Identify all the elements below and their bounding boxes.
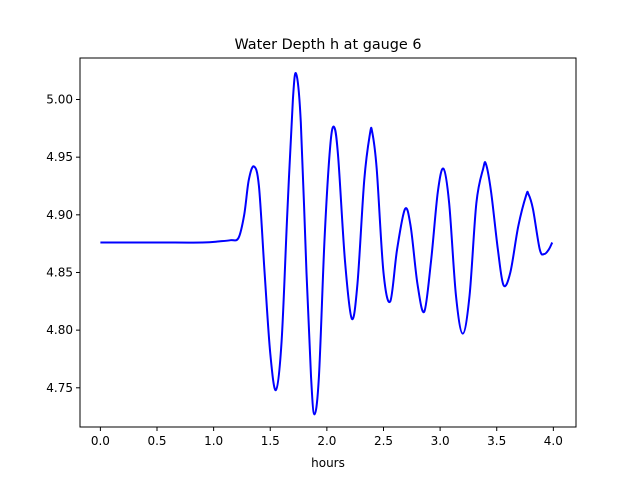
chart-title: Water Depth h at gauge 6: [234, 37, 421, 53]
x-tick-label: 1.0: [204, 434, 223, 448]
x-axis-label: hours: [311, 456, 345, 470]
ticks-layer: 0.0 0.5 1.0 1.5 2.0 2.5 3.0 3.5 4.0 4.75 4.80 4.85 4…: [46, 93, 563, 448]
series-line: [100, 72, 554, 416]
x-tick-label: 3.0: [431, 434, 450, 448]
x-tick-label: 2.0: [317, 434, 336, 448]
x-tick-label: 0.5: [147, 434, 166, 448]
y-tick-label: 4.85: [46, 265, 73, 279]
y-tick-label: 4.90: [46, 208, 73, 222]
y-tick-label: 4.75: [46, 381, 73, 395]
series-layer: [100, 72, 554, 416]
y-tick-label: 4.95: [46, 150, 73, 164]
y-tick-label: 4.80: [46, 323, 73, 337]
x-tick-label: 1.5: [261, 434, 280, 448]
x-tick-label: 2.5: [374, 434, 393, 448]
plot-frame: [79, 57, 577, 428]
x-tick-label: 4.0: [544, 434, 563, 448]
y-tick-label: 5.00: [46, 93, 73, 107]
x-tick-label: 0.0: [91, 434, 110, 448]
x-tick-label: 3.5: [487, 434, 506, 448]
